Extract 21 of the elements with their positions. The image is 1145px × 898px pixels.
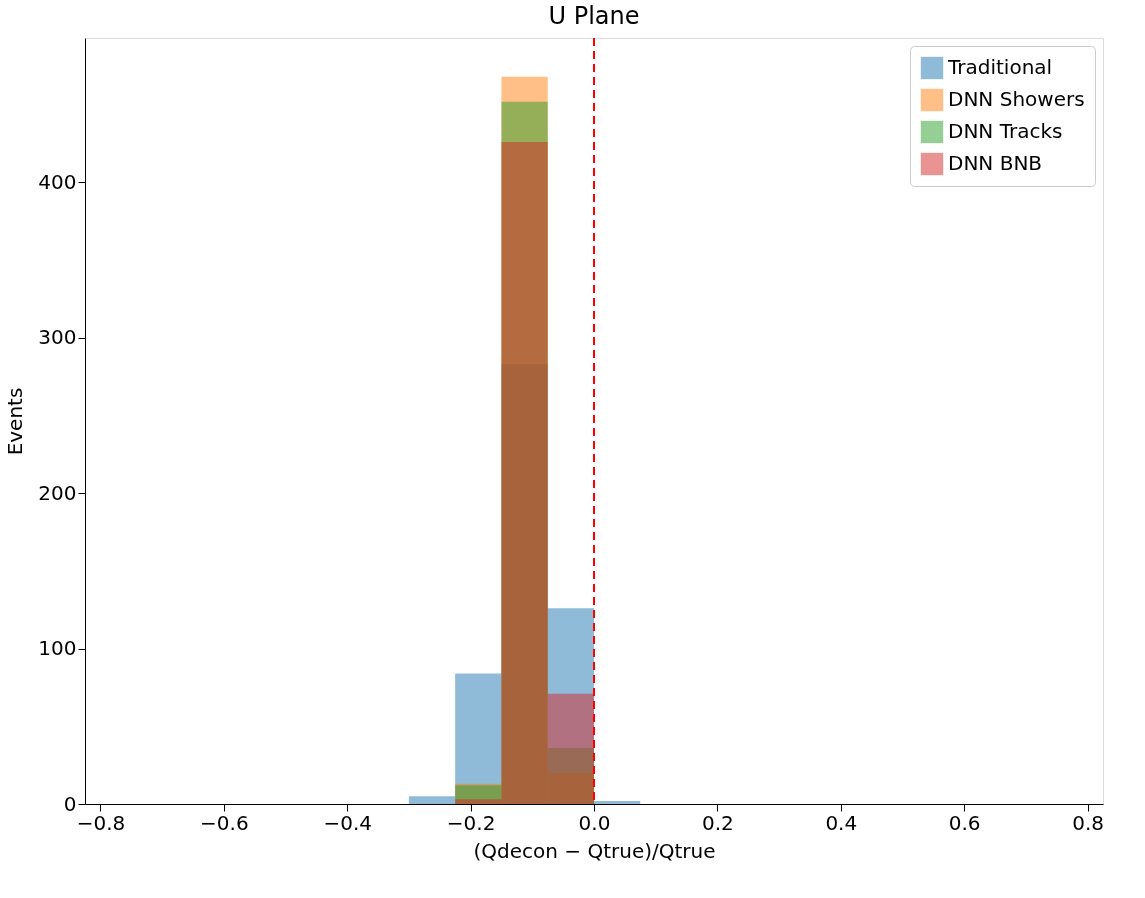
y-tick-label: 200 [38, 480, 77, 505]
x-tick-label: 0.0 [578, 810, 611, 835]
x-tick-label: 0.8 [1072, 810, 1104, 835]
y-tick-label: 0 [63, 791, 77, 816]
x-axis-title: (Qdecon − Qtrue)/Qtrue [473, 838, 716, 863]
legend-label: DNN Showers [948, 87, 1085, 111]
legend-label: Traditional [947, 55, 1053, 79]
x-tick-label: −0.8 [76, 810, 126, 835]
x-tick-label: 0.2 [701, 810, 734, 835]
x-tick-label: −0.2 [446, 810, 496, 835]
y-tick-label: 300 [38, 325, 77, 350]
x-tick-label: 0.6 [948, 810, 981, 835]
y-tick-label: 100 [38, 636, 77, 661]
legend-label: DNN BNB [948, 151, 1043, 175]
legend-label: DNN Tracks [948, 119, 1063, 143]
y-axis-title: Events [3, 387, 28, 456]
y-tick-label: 400 [38, 170, 77, 194]
x-tick-label: 0.4 [825, 810, 858, 835]
x-tick-label: −0.4 [323, 810, 372, 835]
x-tick-label: −0.6 [200, 810, 249, 835]
chart-title: U Plane [548, 2, 640, 30]
